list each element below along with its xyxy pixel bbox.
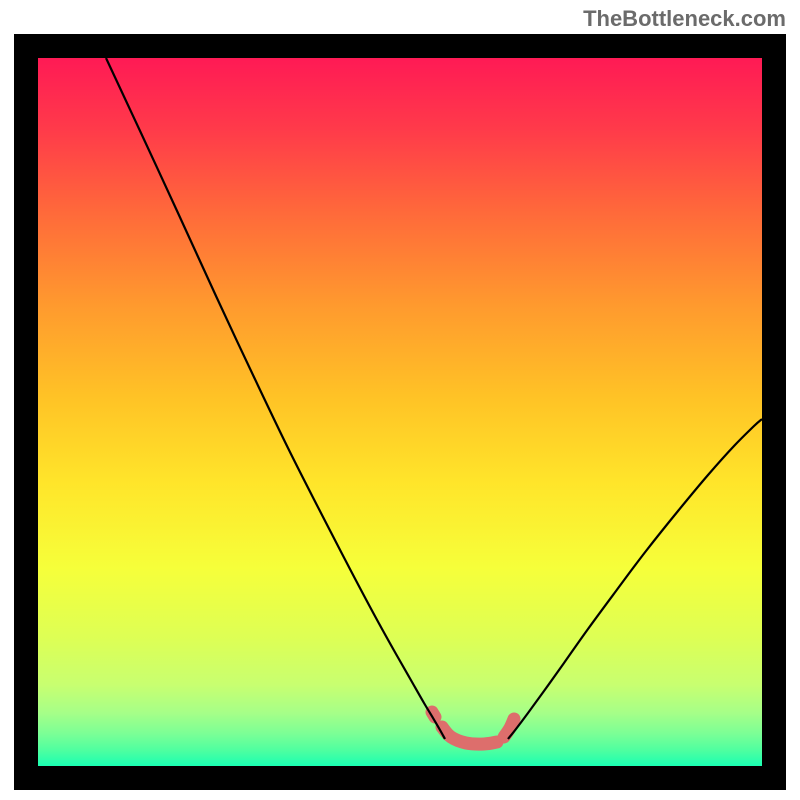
chart-frame — [14, 34, 786, 790]
root: TheBottleneck.com — [0, 0, 800, 800]
curve-overlay — [38, 58, 762, 766]
plot-area — [38, 58, 762, 766]
attribution-text: TheBottleneck.com — [583, 6, 786, 32]
right-curve — [508, 419, 762, 739]
left-curve — [106, 58, 445, 739]
